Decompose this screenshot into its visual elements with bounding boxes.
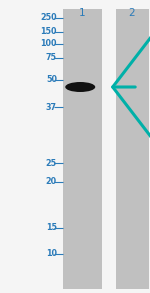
Text: 10: 10 [46, 250, 57, 258]
Bar [70, 84, 71, 90]
Bar [69, 84, 70, 90]
Text: 37: 37 [46, 103, 57, 112]
Text: 150: 150 [40, 28, 57, 37]
Text: 75: 75 [46, 54, 57, 62]
Ellipse shape [65, 82, 95, 92]
Text: 100: 100 [40, 40, 57, 49]
Bar [68, 84, 69, 90]
Text: 25: 25 [46, 159, 57, 168]
Text: 15: 15 [46, 224, 57, 233]
Text: 50: 50 [46, 76, 57, 84]
Bar [71, 84, 72, 90]
Bar [67, 84, 68, 90]
Text: 250: 250 [40, 13, 57, 23]
Bar [70, 84, 71, 90]
Bar [68, 84, 69, 90]
Bar [69, 84, 70, 90]
Bar [69, 84, 70, 90]
Bar [63, 9, 102, 289]
Bar [116, 9, 148, 289]
Text: 2: 2 [129, 8, 135, 18]
Bar [70, 84, 71, 90]
Text: 1: 1 [79, 8, 86, 18]
Text: 20: 20 [46, 178, 57, 187]
